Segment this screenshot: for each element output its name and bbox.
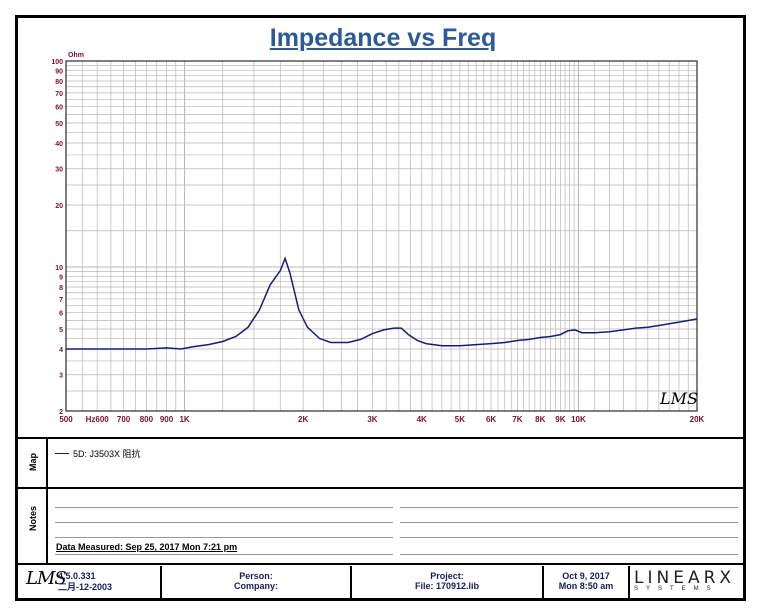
lms-watermark: LMS [659, 389, 698, 408]
y-tick-label: 50 [55, 121, 63, 128]
chart-grid [65, 60, 698, 412]
x-tick-label: 20K [690, 415, 705, 424]
linearx-brand: LINEARX [634, 568, 736, 588]
date-text: Oct 9, 2017 [562, 571, 610, 581]
x-tick-label: 9K [555, 415, 565, 424]
x-tick-label: Hz600 [86, 415, 110, 424]
lms-logo: LMS [26, 568, 67, 589]
y-tick-label: 3 [59, 373, 63, 380]
date-cell: Oct 9, 2017 Mon 8:50 am [542, 566, 628, 598]
plot-border [65, 60, 698, 412]
chart-title: Impedance vs Freq [269, 24, 497, 52]
y-tick-label: 5 [59, 327, 63, 334]
y-tick-label: 10 [55, 265, 63, 272]
divider-chart-map [18, 437, 743, 439]
version-info: 4.5.0.331 二月-12-2003 [58, 571, 112, 593]
note-line [400, 507, 738, 508]
x-tick-label: 10K [571, 415, 586, 424]
note-line [55, 522, 393, 523]
x-tick-label: 7K [512, 415, 522, 424]
note-line [400, 554, 738, 555]
divider-map-notes [18, 487, 743, 489]
x-tick-label: 900 [160, 415, 174, 424]
divider-notes-footer [18, 563, 743, 565]
map-label: Map [28, 453, 38, 471]
x-tick-label: 8K [535, 415, 545, 424]
project-cell: Project: File: 170912.lib [350, 566, 542, 598]
impedance-curve [66, 256, 698, 350]
data-measured: Data Measured: Sep 25, 2017 Mon 7:21 pm [56, 542, 238, 552]
y-axis-ticks: 2 3 4 5 6 7 8 9 10 20 30 40 50 60 70 80 90 100 [51, 59, 63, 416]
note-line [55, 507, 393, 508]
x-tick-label: 3K [367, 415, 377, 424]
notes-label: Notes [28, 505, 38, 531]
y-tick-label: 60 [55, 105, 63, 112]
y-tick-label: 70 [55, 91, 63, 98]
y-tick-label: 2 [59, 409, 63, 416]
y-tick-label: 7 [59, 297, 63, 304]
linearx-sub: SYSTEMS [634, 586, 719, 592]
y-tick-label: 9 [59, 274, 63, 281]
person-cell: Person: Company: [160, 566, 350, 598]
legend-swatch [55, 453, 69, 454]
project-label: Project: [430, 571, 464, 581]
footer-divider [628, 566, 630, 598]
person-label: Person: [239, 571, 273, 581]
company-label: Company: [233, 581, 278, 591]
y-tick-label: 40 [55, 141, 63, 148]
legend: 5D: J3503X 阻抗 [55, 447, 141, 460]
y-tick-label: 8 [59, 285, 63, 292]
y-axis-label: Ohm [68, 52, 84, 59]
file-label: File: 170912.lib [414, 581, 480, 591]
x-tick-label: 6K [486, 415, 496, 424]
page-frame [15, 15, 746, 601]
y-tick-label: 6 [59, 311, 63, 318]
y-tick-label: 100 [51, 59, 63, 66]
y-tick-label: 30 [55, 167, 63, 174]
y-tick-label: 90 [55, 68, 63, 75]
version-number: 4.5.0.331 [58, 571, 96, 581]
y-tick-label: 20 [55, 203, 63, 210]
x-tick-label: 1K [179, 415, 189, 424]
note-line [55, 554, 393, 555]
version-date: 二月-12-2003 [58, 582, 113, 592]
note-line [400, 522, 738, 523]
y-tick-label: 4 [59, 347, 63, 354]
note-line [400, 537, 738, 538]
x-tick-label: 700 [117, 415, 131, 424]
divider-side-labels [46, 437, 48, 563]
x-tick-label: 5K [455, 415, 465, 424]
linearx-logo: LINEARX SYSTEMS [634, 568, 740, 592]
x-tick-label: 800 [140, 415, 154, 424]
x-tick-label: 500 [59, 415, 73, 424]
time-text: Mon 8:50 am [558, 581, 614, 591]
x-tick-label: 4K [417, 415, 427, 424]
x-axis-ticks: 500 Hz600 700 800 900 1K 2K 3K 4K 5K 6K 7K 8K 9K 10K 20… [59, 415, 704, 424]
legend-entry: 5D: J3503X 阻抗 [73, 449, 141, 459]
x-tick-label: 2K [298, 415, 308, 424]
note-line [55, 537, 393, 538]
y-tick-label: 80 [55, 79, 63, 86]
